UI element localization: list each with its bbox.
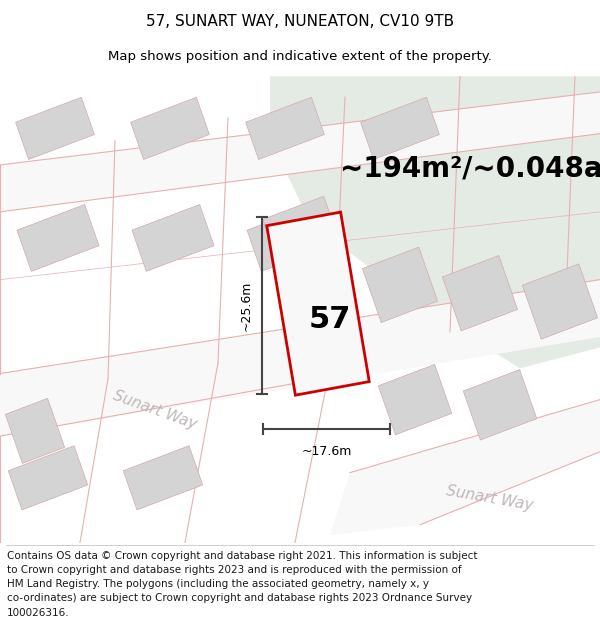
Polygon shape <box>132 204 214 271</box>
Polygon shape <box>267 212 369 395</box>
Polygon shape <box>362 248 437 322</box>
Polygon shape <box>0 92 600 212</box>
Text: ~194m²/~0.048ac.: ~194m²/~0.048ac. <box>340 154 600 182</box>
Polygon shape <box>17 204 99 271</box>
Polygon shape <box>16 98 94 159</box>
Text: to Crown copyright and database rights 2023 and is reproduced with the permissio: to Crown copyright and database rights 2… <box>7 565 462 575</box>
Polygon shape <box>5 398 65 463</box>
Text: Map shows position and indicative extent of the property.: Map shows position and indicative extent… <box>108 50 492 63</box>
Polygon shape <box>361 98 439 159</box>
Polygon shape <box>263 196 337 259</box>
Polygon shape <box>245 98 325 159</box>
Polygon shape <box>330 399 600 535</box>
Polygon shape <box>0 279 600 436</box>
Polygon shape <box>247 204 329 271</box>
Polygon shape <box>463 369 537 440</box>
Text: ~17.6m: ~17.6m <box>301 446 352 459</box>
Polygon shape <box>270 76 600 368</box>
Text: Sunart Way: Sunart Way <box>445 484 535 514</box>
Text: Sunart Way: Sunart Way <box>111 388 199 432</box>
Polygon shape <box>131 98 209 159</box>
Text: Contains OS data © Crown copyright and database right 2021. This information is : Contains OS data © Crown copyright and d… <box>7 551 478 561</box>
Polygon shape <box>123 446 203 510</box>
Polygon shape <box>523 264 598 339</box>
Text: co-ordinates) are subject to Crown copyright and database rights 2023 Ordnance S: co-ordinates) are subject to Crown copyr… <box>7 593 472 603</box>
Text: 57, SUNART WAY, NUNEATON, CV10 9TB: 57, SUNART WAY, NUNEATON, CV10 9TB <box>146 14 454 29</box>
Text: 57: 57 <box>309 305 351 334</box>
Polygon shape <box>8 446 88 510</box>
Text: ~25.6m: ~25.6m <box>239 281 253 331</box>
Text: HM Land Registry. The polygons (including the associated geometry, namely x, y: HM Land Registry. The polygons (includin… <box>7 579 429 589</box>
Polygon shape <box>378 364 452 435</box>
Text: 100026316.: 100026316. <box>7 608 70 618</box>
Polygon shape <box>442 256 518 331</box>
